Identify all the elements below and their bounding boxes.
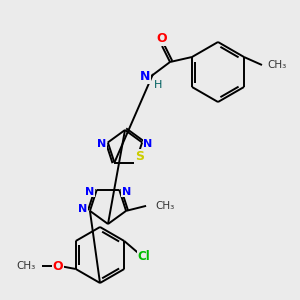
Text: CH₃: CH₃ — [16, 261, 36, 271]
Text: N: N — [78, 204, 88, 214]
Text: Cl: Cl — [138, 250, 151, 262]
Text: N: N — [85, 187, 94, 196]
Text: N: N — [122, 187, 131, 196]
Text: CH₃: CH₃ — [267, 60, 286, 70]
Text: S: S — [135, 150, 144, 163]
Text: N: N — [97, 140, 106, 149]
Text: N: N — [143, 140, 153, 149]
Text: N: N — [140, 70, 150, 83]
Text: O: O — [52, 260, 63, 272]
Text: O: O — [157, 32, 167, 46]
Text: H: H — [154, 80, 162, 90]
Text: CH₃: CH₃ — [155, 201, 174, 211]
